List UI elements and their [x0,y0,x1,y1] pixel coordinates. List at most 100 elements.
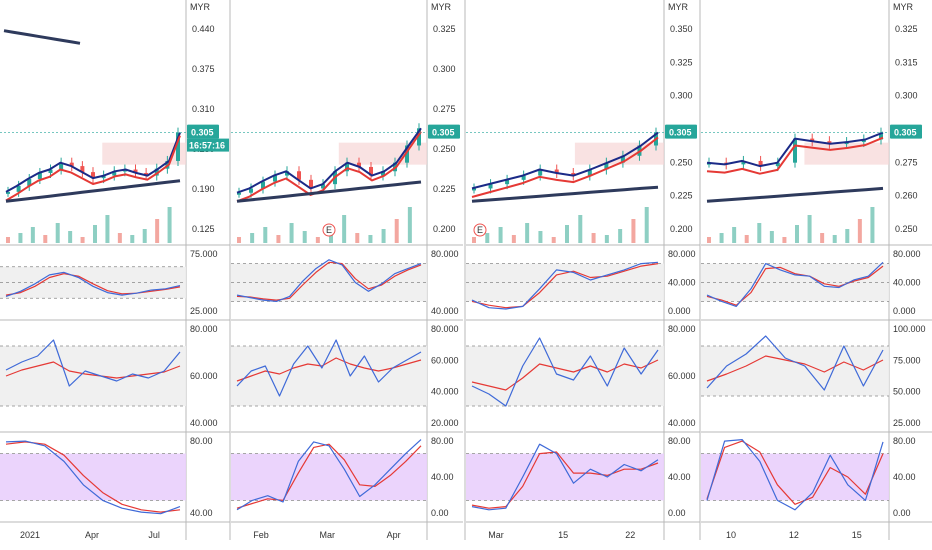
candle-body [810,138,815,142]
candle-body [37,172,42,179]
indicator-tick-label: 0.00 [893,508,911,518]
candle-body [80,166,85,173]
candle-body [827,141,832,144]
indicator-tick-label: 80.000 [190,324,218,334]
price-tick-label: 0.190 [192,184,215,194]
indicator-band [701,346,889,396]
volume-bar [237,237,241,243]
indicator-tick-label: 60.000 [190,371,218,381]
indicator-tick-label: 25.000 [190,306,218,316]
volume-bar [719,233,724,243]
moving-average-mid [471,136,659,198]
indicator-tick-label: 80.000 [668,324,696,334]
time-tick-label: 12 [789,530,799,540]
volume-bar [832,235,837,243]
indicator-band [231,346,427,406]
candle-body [261,181,265,189]
candle-body [357,162,361,167]
last-price-badge [187,124,219,139]
candle-body [309,179,313,189]
currency-label: MYR [668,2,689,12]
volume-bar [618,229,623,243]
indicator-tick-label: 0.000 [893,306,916,316]
indicator-tick-label: 40.000 [431,306,459,316]
indicator-tick-label: 80.00 [893,436,916,446]
indicator-band [0,453,186,501]
price-tick-label: 0.250 [895,224,918,234]
time-tick-label: 15 [558,530,568,540]
moving-average-fast [471,131,659,190]
indicator-tick-label: 80.00 [668,436,691,446]
indicator-tick-label: 25.000 [893,418,921,428]
candle-body [176,132,180,161]
time-tick-label: Mar [488,530,504,540]
indicator-tick-label: 40.000 [431,387,459,397]
indicator-main-line [236,439,422,511]
candle-body [48,169,53,173]
moving-average-mid [5,135,181,202]
volume-bar [820,233,825,243]
volume-bar [631,219,636,243]
candle-body [775,162,780,167]
indicator-tick-label: 40.00 [893,472,916,482]
currency-label: MYR [893,2,914,12]
price-tick-label: 0.325 [670,57,693,67]
last-price-value: 0.305 [191,128,214,138]
volume-bar [769,231,774,243]
volume-bar [289,223,294,243]
candle-body [554,169,559,173]
volume-bar [167,207,172,243]
volume-bar [368,235,373,243]
volume-bar [870,207,875,243]
candle-body [101,175,106,179]
indicator-signal-line [236,261,422,301]
volume-bar [744,235,749,243]
event-marker-label: E [477,225,483,235]
indicator-tick-label: 0.000 [668,306,691,316]
candle-body [417,128,421,146]
volume-bar [142,229,147,243]
moving-average-fast [236,127,422,194]
volume-bar [105,215,110,243]
indicator-main-line [471,261,659,310]
volume-bar [565,225,569,243]
last-price-value: 0.305 [432,128,455,138]
indicator-tick-label: 75.000 [190,249,218,259]
indicator-tick-label: 40.00 [190,508,213,518]
candle-body [297,171,301,180]
candle-body [472,188,476,191]
volume-bar [342,215,347,243]
volume-bar [707,237,711,243]
moving-average-mid [706,136,884,175]
price-tick-label: 0.300 [433,64,456,74]
indicator-main-line [471,443,659,511]
time-tick-label: 10 [726,530,736,540]
indicator-band [466,346,664,406]
indicator-tick-label: 100.000 [893,324,926,334]
volume-bar [407,207,412,243]
indicator-band [0,346,186,406]
currency-label: MYR [190,2,211,12]
candle-body [620,155,625,163]
moving-average-slow [5,179,181,203]
price-tick-label: 0.275 [895,157,918,167]
candle-body [16,185,21,192]
volume-bar [525,223,530,243]
earnings-event-icon [473,223,487,237]
candle-body [273,175,277,182]
indicator-tick-label: 40.00 [668,472,691,482]
indicator-main-line [706,335,884,391]
volume-bar [591,233,596,243]
ichimoku-cloud [804,142,889,165]
time-tick-label: Mar [320,530,336,540]
moving-average-fast [706,131,884,168]
volume-bar [485,233,490,243]
time-tick-label: Jul [148,530,160,540]
time-tick-label: Feb [253,530,269,540]
indicator-tick-label: 75.000 [893,355,921,365]
candle-body [571,172,576,176]
indicator-signal-line [471,451,659,509]
volume-bar [857,219,862,243]
price-tick-label: 0.325 [433,24,456,34]
